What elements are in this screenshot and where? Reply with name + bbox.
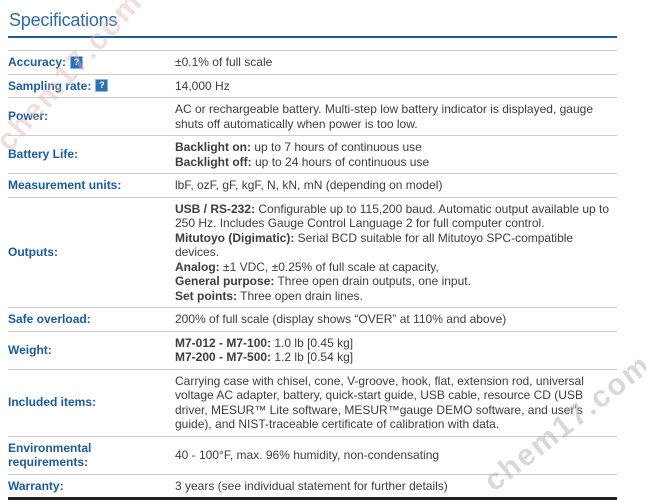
spec-text-segment: M7-012 - M7-100:: [175, 335, 272, 350]
spec-value-line: 40 - 100°F, max. 96% humidity, non-conde…: [175, 448, 617, 463]
spec-text-segment: Configurable up to 115,200 baud. Automat…: [255, 201, 610, 216]
spec-text-segment: voltage AC adapter, battery, quick-start…: [175, 388, 583, 402]
spec-value-cell: Carrying case with chisel, cone, V-groov…: [175, 374, 617, 432]
spec-value-line: Carrying case with chisel, cone, V-groov…: [175, 374, 617, 389]
spec-row-6: Safe overload: 200% of full scale (displa…: [8, 307, 617, 331]
spec-text-segment: 14,000 Hz: [175, 78, 230, 93]
spec-text-segment: guide), and NIST-traceable certificate o…: [175, 417, 500, 431]
spec-label-cell: Battery Life:: [8, 140, 175, 169]
spec-text-segment: ±1 VDC, ±0.25% of full scale at capacity…: [219, 259, 439, 274]
spec-label-cell: Power:: [8, 102, 175, 131]
spec-text-segment: Three open drain lines.: [237, 288, 363, 303]
spec-value-line: Analog: ±1 VDC, ±0.25% of full scale at …: [175, 260, 617, 275]
spec-text-segment: Three open drain outputs, one input.: [274, 274, 471, 288]
spec-value-cell: 14,000 Hz: [175, 79, 617, 94]
spec-label: Power:: [8, 109, 49, 124]
spec-text-segment: Backlight off:: [175, 154, 252, 169]
spec-text-segment: AC or rechargeable battery. Multi-step l…: [175, 102, 593, 116]
spec-value-line: shuts off automatically when power is to…: [175, 117, 617, 132]
spec-value-cell: lbF, ozF, gF, kgF, N, kN, mN (depending …: [175, 178, 617, 193]
spec-table: Accuracy:? ±0.1% of full scale Sampling ra…: [8, 50, 617, 497]
spec-text-segment: up to 24 hours of continuous use: [251, 154, 430, 169]
spec-value-line: Mitutoyo (Digimatic): Serial BCD suitabl…: [175, 231, 617, 246]
spec-text-segment: Carrying case with chisel, cone, V-groov…: [175, 373, 584, 388]
spec-row-3: Battery Life: Backlight on: up to 7 hours…: [8, 135, 617, 173]
spec-row-9: Environmental requirements: 40 - 100°F, m…: [8, 435, 617, 474]
specifications-section: Specifications Accuracy:? ±0.1% of full s…: [8, 10, 617, 500]
spec-label: Sampling rate:: [8, 78, 92, 93]
spec-row-5: Outputs: USB / RS-232: Configurable up to…: [8, 196, 617, 308]
spec-text-segment: 200% of full scale (display shows “OVER”…: [175, 312, 507, 326]
spec-label: Environmental requirements:: [8, 440, 92, 470]
help-icon[interactable]: ?: [70, 55, 84, 69]
spec-value-line: Backlight on: up to 7 hours of continuou…: [175, 140, 617, 155]
help-icon[interactable]: ?: [95, 79, 109, 93]
spec-text-segment: Serial BCD suitable for all Mitutoyo SPC…: [294, 230, 574, 245]
spec-text-segment: 1.0 lb [0.45 kg]: [271, 335, 354, 350]
spec-value-line: 200% of full scale (display shows “OVER”…: [175, 312, 617, 327]
spec-value-line: voltage AC adapter, battery, quick-start…: [175, 388, 617, 403]
spec-label-cell: Weight:: [8, 336, 175, 365]
spec-label-cell: Measurement units:: [8, 178, 175, 193]
spec-label: Measurement units:: [8, 178, 122, 192]
spec-value-line: devices.: [175, 245, 617, 260]
spec-label: Outputs:: [8, 245, 58, 259]
spec-text-segment: 250 Hz. Includes Gauge Control Language …: [175, 216, 545, 230]
spec-text-segment: 1.2 lb [0.54 kg]: [271, 350, 354, 364]
spec-value-line: Set points: Three open drain lines.: [175, 289, 617, 304]
spec-text-segment: Mitutoyo (Digimatic):: [175, 230, 295, 245]
spec-row-10: Warranty: 3 years (see individual stateme…: [8, 473, 617, 498]
spec-value-line: driver, MESUR™ Lite software, MESUR™gaug…: [175, 403, 617, 418]
spec-value-line: USB / RS-232: Configurable up to 115,200…: [175, 202, 617, 217]
spec-value-cell: M7-012 - M7-100: 1.0 lb [0.45 kg] M7-200 …: [175, 336, 617, 365]
spec-text-segment: lbF, ozF, gF, kgF, N, kN, mN (depending …: [175, 178, 443, 192]
spec-value-line: ±0.1% of full scale: [175, 55, 617, 70]
spec-text-segment: General purpose:: [175, 274, 275, 288]
spec-row-7: Weight: M7-012 - M7-100: 1.0 lb [0.45 kg]…: [8, 330, 617, 369]
spec-value-line: General purpose: Three open drain output…: [175, 274, 617, 289]
spec-text-segment: driver, MESUR™ Lite software, MESUR™gaug…: [175, 402, 583, 417]
spec-value-cell: 200% of full scale (display shows “OVER”…: [175, 312, 617, 327]
spec-value-line: M7-012 - M7-100: 1.0 lb [0.45 kg]: [175, 336, 617, 351]
spec-value-cell: USB / RS-232: Configurable up to 115,200…: [175, 202, 617, 304]
spec-value-line: guide), and NIST-traceable certificate o…: [175, 417, 617, 432]
spec-row-2: Power: AC or rechargeable battery. Multi-…: [8, 97, 617, 135]
spec-row-4: Measurement units: lbF, ozF, gF, kgF, N, …: [8, 173, 617, 197]
spec-label-cell: Accuracy:?: [8, 55, 175, 70]
spec-value-line: Backlight off: up to 24 hours of continu…: [175, 155, 617, 170]
spec-label-cell: Safe overload:: [8, 312, 175, 327]
spec-text-segment: Backlight on:: [175, 140, 252, 154]
spec-text-segment: Analog:: [175, 259, 220, 274]
spec-text-segment: Set points:: [175, 288, 237, 303]
spec-text-segment: M7-200 - M7-500:: [175, 350, 272, 364]
spec-label: Weight:: [8, 342, 52, 357]
spec-value-cell: AC or rechargeable battery. Multi-step l…: [175, 102, 617, 131]
spec-label-cell: Sampling rate:?: [8, 79, 175, 94]
spec-label: Safe overload:: [8, 312, 91, 326]
spec-label-cell: Environmental requirements:: [8, 441, 175, 470]
spec-label-cell: Included items:: [8, 374, 175, 432]
spec-value-line: 250 Hz. Includes Gauge Control Language …: [175, 216, 617, 231]
spec-value-line: 14,000 Hz: [175, 79, 617, 94]
spec-label-cell: Outputs:: [8, 202, 175, 304]
spec-value-cell: ±0.1% of full scale: [175, 55, 617, 70]
spec-text-segment: shuts off automatically when power is to…: [175, 116, 418, 131]
spec-label: Battery Life:: [8, 147, 79, 162]
spec-text-segment: ±0.1% of full scale: [175, 55, 273, 69]
spec-text-segment: 40 - 100°F, max. 96% humidity, non-conde…: [175, 447, 440, 462]
spec-row-1: Sampling rate:? 14,000 Hz: [8, 73, 617, 98]
spec-text-segment: USB / RS-232:: [175, 201, 256, 216]
spec-value-line: lbF, ozF, gF, kgF, N, kN, mN (depending …: [175, 178, 617, 193]
spec-label: Accuracy:: [8, 55, 67, 69]
spec-value-line: AC or rechargeable battery. Multi-step l…: [175, 102, 617, 117]
spec-value-cell: 40 - 100°F, max. 96% humidity, non-conde…: [175, 441, 617, 470]
page-title: Specifications: [8, 10, 617, 38]
spec-text-segment: devices.: [175, 245, 220, 259]
spec-label: Included items:: [8, 395, 97, 410]
spec-row-8: Included items: Carrying case with chisel…: [8, 368, 617, 436]
spec-value-cell: Backlight on: up to 7 hours of continuou…: [175, 140, 617, 169]
spec-text-segment: up to 7 hours of continuous use: [251, 140, 422, 154]
spec-row-0: Accuracy:? ±0.1% of full scale: [8, 50, 617, 74]
spec-value-line: M7-200 - M7-500: 1.2 lb [0.54 kg]: [175, 350, 617, 365]
